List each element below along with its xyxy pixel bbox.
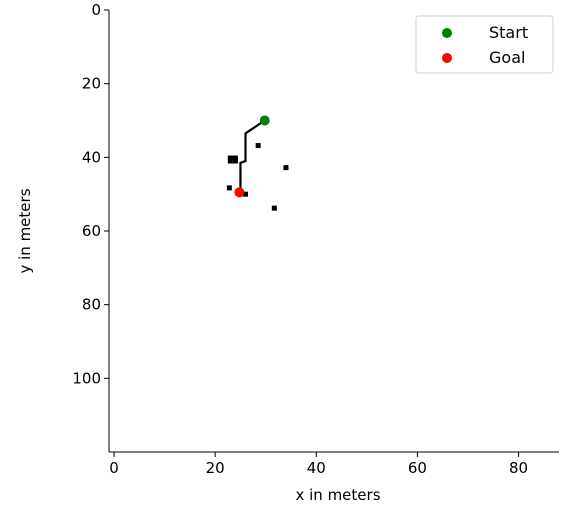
y-axis-label: y in meters <box>16 188 34 273</box>
y-tick-label: 0 <box>91 1 101 19</box>
x-tick-label: 60 <box>408 459 427 477</box>
legend-box <box>415 15 554 74</box>
y-tick-label: 100 <box>72 369 101 387</box>
point-start <box>259 115 270 126</box>
obstacle-point <box>232 155 238 161</box>
x-axis-label: x in meters <box>295 486 380 504</box>
y-ticks: 0 20 40 60 80 100 <box>72 1 109 387</box>
y-tick-label: 80 <box>82 296 101 314</box>
x-tick-label: 0 <box>109 459 119 477</box>
legend-start-marker <box>442 28 452 38</box>
y-tick-label: 60 <box>82 222 101 240</box>
x-ticks: 0 20 40 60 80 <box>109 452 528 477</box>
obstacle-point <box>227 158 233 164</box>
legend-goal-marker <box>442 53 452 63</box>
obstacle-point <box>255 143 261 149</box>
obstacle-point <box>230 155 236 161</box>
obstacle-point <box>271 205 277 211</box>
obstacle-point <box>227 155 233 161</box>
x-tick-label: 20 <box>206 459 225 477</box>
y-tick-label: 40 <box>82 148 101 166</box>
legend: Start Goal <box>415 15 554 74</box>
plot-area <box>109 10 559 452</box>
y-tick-label: 20 <box>82 75 101 93</box>
x-tick-label: 80 <box>509 459 528 477</box>
legend-goal-label: Goal <box>489 48 525 67</box>
x-tick-label: 40 <box>307 459 326 477</box>
chart-marks <box>226 115 289 211</box>
obstacle-point <box>283 165 289 171</box>
obstacle-point <box>232 158 238 164</box>
path-line <box>239 119 266 193</box>
point-goal <box>234 187 245 198</box>
legend-start-label: Start <box>489 23 528 42</box>
obstacle-point <box>243 191 249 197</box>
obstacle-point <box>226 185 232 191</box>
